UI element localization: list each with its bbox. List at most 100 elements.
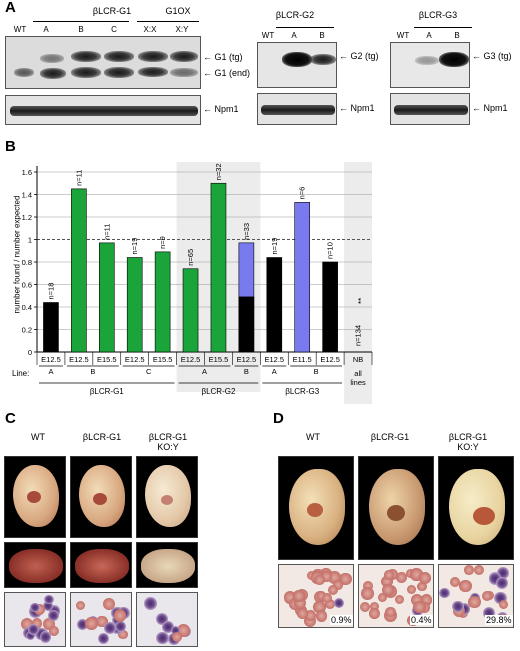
blot3-lane-label: A <box>426 31 432 40</box>
blood-cell <box>459 579 472 593</box>
n-label: n=65 <box>186 249 195 266</box>
stage-label: E11.5 <box>293 355 312 364</box>
blood-cell <box>76 600 86 610</box>
percent-g1: 0.4% <box>410 615 433 625</box>
blot1-lane-label: B <box>78 25 84 34</box>
y-tick-label: 1 <box>28 236 32 245</box>
group-label: βLCR-G1 <box>90 387 124 396</box>
blood-cell <box>406 584 417 595</box>
arrow-left-icon: ← <box>339 51 348 61</box>
embryo-photo-ko <box>136 456 198 538</box>
embryo-photo-wt <box>278 456 354 560</box>
blood-cell <box>439 587 450 598</box>
blood-cell <box>369 608 380 619</box>
blood-cell <box>162 621 175 634</box>
blood-cell <box>359 601 371 612</box>
blood-cell <box>85 617 98 630</box>
liver-photo-wt <box>4 542 66 588</box>
blood-cell <box>321 592 333 604</box>
blood-cell <box>30 602 40 613</box>
n-label: n=33 <box>242 223 251 240</box>
line-label: B <box>314 367 319 376</box>
arrow-left-icon: ← <box>339 103 348 113</box>
blood-smear-ko <box>438 564 514 628</box>
blood-cell <box>481 590 493 602</box>
g2-header: βLCR-G2 <box>275 10 315 20</box>
y-tick-label: 0.8 <box>22 258 32 267</box>
blot1-g1 <box>5 36 201 89</box>
blot3-npm1 <box>390 93 470 125</box>
blood-cell <box>316 591 327 601</box>
g1ox-header-line <box>137 21 199 22</box>
blood-cell <box>385 606 397 618</box>
embryo-photo-g1 <box>70 456 132 538</box>
blot1-lane-label: X:Y <box>175 25 189 34</box>
blot3-g3 <box>390 42 470 88</box>
blot3-lane-label: WT <box>396 31 410 40</box>
blood-cell <box>468 595 482 609</box>
survival-chart: 0 0.2 0.4 0.6 0.8 1 1.2 1.4 1.6 n=18 E12.5 n=11 E12.… <box>22 162 373 404</box>
arrow-left-icon: ← <box>203 68 212 78</box>
stage-label: E12.5 <box>264 355 284 364</box>
y-tick-label: 0.4 <box>22 303 32 312</box>
blood-cell <box>44 594 54 605</box>
line-label: all <box>354 369 362 378</box>
blot1-lane-label: X:X <box>143 25 157 34</box>
blot2-npm1 <box>257 93 337 125</box>
blood-cell <box>113 609 127 622</box>
bar <box>98 242 115 353</box>
y-tick-label: 1.2 <box>22 213 32 222</box>
blood-cell <box>497 567 509 579</box>
blood-cell <box>104 621 117 634</box>
blood-cell <box>417 581 427 592</box>
blood-cell <box>327 584 339 596</box>
blood-cell <box>293 590 305 602</box>
blot1-lane-label: WT <box>13 25 27 34</box>
blood-cell <box>419 571 431 584</box>
percent-ko: 29.8% <box>485 615 513 625</box>
g3-header: βLCR-G3 <box>418 10 458 20</box>
blood-cell <box>452 601 464 613</box>
n-label: n=134 <box>354 325 363 346</box>
line-label: A <box>202 367 207 376</box>
stage-label: E12.5 <box>69 355 89 364</box>
blot2-lane-label: A <box>291 31 297 40</box>
liver-photo-ko <box>136 542 198 588</box>
embryo-photo-g1 <box>358 456 434 560</box>
embryo-photo-wt <box>4 456 66 538</box>
blood-smear-g1 <box>70 592 132 647</box>
blood-cell <box>464 565 474 576</box>
blood-cell <box>49 625 60 637</box>
g1-header: βLCR-G1 <box>92 6 132 16</box>
arrow-left-icon: ← <box>472 103 481 113</box>
arrow-left-icon: ← <box>472 51 481 61</box>
blood-cell <box>31 618 43 629</box>
n-label: n=9 <box>158 236 167 249</box>
blood-cell <box>156 631 169 644</box>
bar <box>126 257 143 353</box>
blood-cell <box>332 580 343 590</box>
arrow-left-icon: ← <box>203 104 212 114</box>
line-label: lines <box>350 378 366 387</box>
panel-d-label: D <box>273 410 284 427</box>
blot1-lane-label: A <box>43 25 49 34</box>
blood-cell <box>325 598 336 610</box>
bar <box>43 302 59 353</box>
blood-cell <box>421 594 433 606</box>
blood-cell <box>25 630 35 641</box>
stage-label: NB <box>353 355 363 364</box>
stage-label: E15.5 <box>153 355 173 364</box>
all-lines-shade <box>344 162 372 404</box>
blood-cell <box>39 631 52 644</box>
panel-d-header-wt: WT <box>306 432 320 442</box>
arrow-npm1: ← Npm1 <box>472 103 508 113</box>
blot2-lane-label: WT <box>261 31 275 40</box>
g1ox-header: G1OX <box>165 6 191 16</box>
blood-cell <box>360 587 374 601</box>
panel-d-header-g1: βLCR-G1 <box>370 432 410 442</box>
blood-cell <box>381 575 394 588</box>
blood-cell <box>384 570 394 580</box>
blot1-lane-label: C <box>111 25 117 34</box>
blood-cell <box>395 571 407 583</box>
arrow-g2-tg: ← G2 (tg) <box>339 51 379 61</box>
